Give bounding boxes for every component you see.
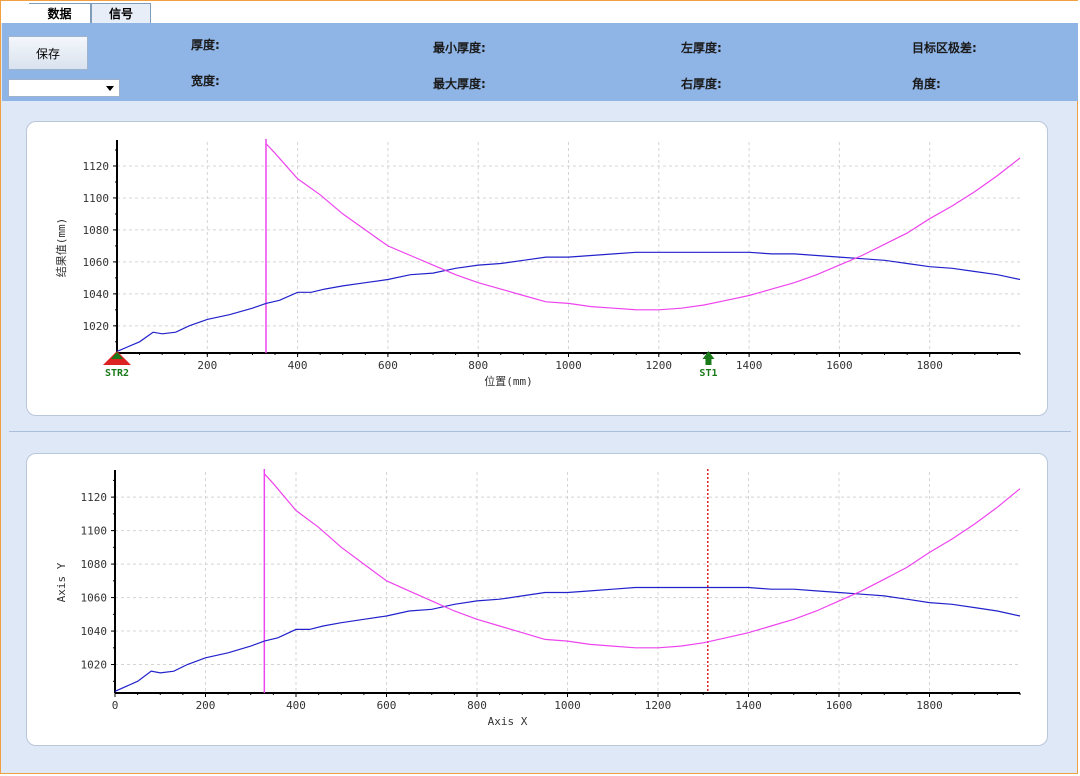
y-tick-label: 1040 <box>83 288 110 301</box>
left-thickness-label: 左厚度: <box>681 41 722 55</box>
series-line-0 <box>114 586 1021 692</box>
chevron-down-icon <box>106 86 114 91</box>
x-tick-label: 600 <box>377 699 397 712</box>
y-axis-label: 结果值(mm) <box>55 218 68 278</box>
save-button[interactable]: 保存 <box>8 36 88 70</box>
y-tick-label: 1060 <box>81 592 108 605</box>
panel-divider <box>9 431 1071 432</box>
x-tick-label: 1800 <box>916 359 943 372</box>
y-tick-label: 1120 <box>83 160 110 173</box>
target-extreme-label: 目标区极差: <box>912 41 977 55</box>
x-tick-label: 1600 <box>826 699 853 712</box>
y-tick-label: 1060 <box>83 256 110 269</box>
x-tick-label: 400 <box>288 359 308 372</box>
width-label: 宽度: <box>191 74 220 88</box>
x-tick-label: 1400 <box>735 699 762 712</box>
series-line-1 <box>265 143 1021 311</box>
right-thickness-label: 右厚度: <box>681 77 722 91</box>
x-tick-label: 800 <box>468 359 488 372</box>
y-tick-label: 1100 <box>83 192 110 205</box>
y-tick-label: 1100 <box>81 525 108 538</box>
tab-signal[interactable]: 信号 <box>91 3 151 23</box>
x-tick-label: 800 <box>467 699 487 712</box>
x-tick-label: 1800 <box>916 699 943 712</box>
x-tick-label: 0 <box>112 699 119 712</box>
marker-label: STR2 <box>105 368 129 379</box>
marker-label: ST1 <box>699 368 717 379</box>
angle-label: 角度: <box>912 77 941 91</box>
x-tick-label: 1200 <box>645 699 672 712</box>
x-tick-label: 1000 <box>555 359 582 372</box>
y-tick-label: 1020 <box>81 659 108 672</box>
x-tick-label: 600 <box>378 359 398 372</box>
min-thickness-label: 最小厚度: <box>433 41 486 55</box>
thickness-label: 厚度: <box>191 38 220 52</box>
x-tick-label: 200 <box>197 359 217 372</box>
x-tick-label: 400 <box>286 699 306 712</box>
x-tick-label: 1200 <box>646 359 673 372</box>
x-tick-label: 1000 <box>554 699 581 712</box>
thickness-chart[interactable]: 200 400 600 800 1000 1200 1400 1600 1800 1020 1040… <box>27 122 1047 415</box>
max-thickness-label: 最大厚度: <box>433 77 486 91</box>
y-tick-label: 1080 <box>81 558 108 571</box>
x-axis-label: 位置(mm) <box>484 374 533 388</box>
mode-dropdown[interactable] <box>8 79 120 97</box>
marker-arrow-icon[interactable] <box>702 351 715 359</box>
x-tick-label: 200 <box>196 699 216 712</box>
thickness-chart-panel: 200 400 600 800 1000 1200 1400 1600 1800 1020 1040… <box>26 121 1048 416</box>
x-tick-label: 1400 <box>736 359 763 372</box>
y-tick-label: 1020 <box>83 320 110 333</box>
marker-arrow-icon <box>111 352 123 359</box>
tab-bar: 数据 信号 <box>1 1 1079 23</box>
x-tick-label: 1600 <box>826 359 853 372</box>
marker-stem <box>705 359 712 365</box>
series-line-1 <box>263 473 1021 649</box>
y-tick-label: 1120 <box>81 491 108 504</box>
axis-chart[interactable]: 0 200 400 600 800 1000 1200 1400 1600 1800 1020 104… <box>27 454 1047 745</box>
readout-header: 保存 厚度: 宽度: 最小厚度: 最大厚度: 左厚度: 右厚度: 目标区极差: … <box>2 23 1078 101</box>
y-tick-label: 1080 <box>83 224 110 237</box>
y-axis-label: Axis Y <box>55 562 68 602</box>
tab-data[interactable]: 数据 <box>29 3 91 23</box>
x-axis-label: Axis X <box>488 715 528 728</box>
y-tick-label: 1040 <box>81 625 108 638</box>
axis-chart-panel: 0 200 400 600 800 1000 1200 1400 1600 1800 1020 104… <box>26 453 1048 746</box>
